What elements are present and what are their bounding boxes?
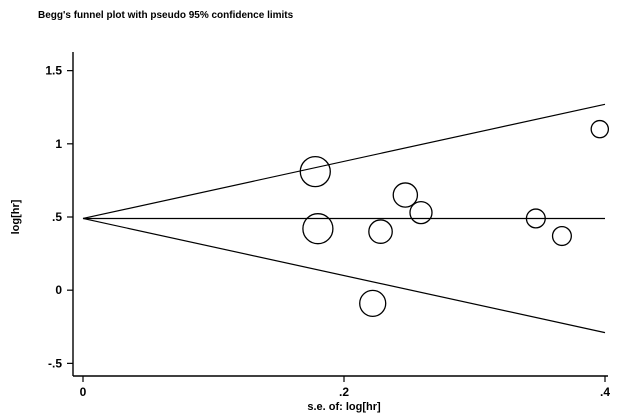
study-point — [368, 219, 393, 244]
x-tick-label: .2 — [339, 385, 349, 399]
study-point — [392, 182, 419, 208]
x-axis-label: s.e. of: log[hr] — [307, 401, 381, 413]
lower-confidence-limit — [82, 217, 606, 334]
plot-area: 1.51.50-.50.2.4 — [45, 52, 610, 399]
study-point — [525, 208, 546, 229]
study-point — [551, 225, 572, 247]
y-tick-label: 1.5 — [45, 64, 62, 78]
study-point — [590, 119, 610, 139]
study-point — [299, 155, 331, 188]
study-point — [359, 289, 387, 318]
y-tick-label: .5 — [52, 210, 62, 224]
study-point — [302, 213, 334, 245]
x-tick-label: .4 — [600, 385, 610, 399]
chart-title: Begg's funnel plot with pseudo 95% confi… — [38, 10, 294, 21]
upper-confidence-limit — [82, 103, 606, 220]
x-tick-label: 0 — [80, 385, 87, 399]
y-tick-label: 0 — [55, 283, 62, 297]
y-tick-label: 1 — [55, 137, 62, 151]
y-tick-label: -.5 — [48, 356, 62, 370]
y-axis-label: log[hr] — [10, 199, 22, 234]
study-point — [409, 200, 433, 225]
